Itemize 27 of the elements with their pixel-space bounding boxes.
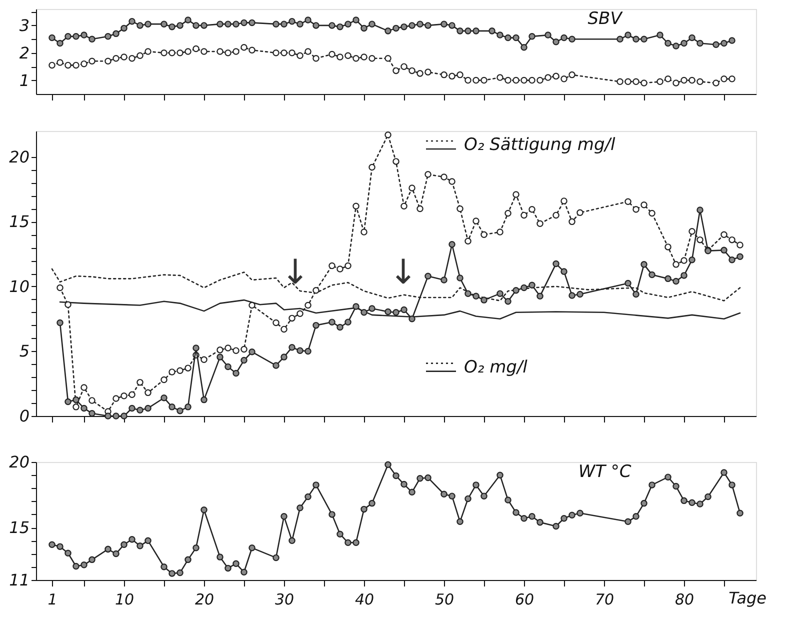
x-tick-label: 50	[434, 590, 454, 608]
legend-label: O₂ Sättigung mg/l	[464, 135, 616, 155]
x-tick-label: 60	[514, 590, 534, 608]
x-tick-label: 40	[354, 590, 374, 608]
y-tick-label: 20	[9, 452, 30, 472]
y-tick-label: 15	[9, 212, 30, 232]
y-tick-label: 5	[19, 342, 30, 361]
y-tick-label: 11	[9, 570, 30, 590]
x-tick-label: 70	[594, 590, 614, 608]
x-axis-title: Tage	[728, 588, 767, 608]
y-tick-label: 20	[9, 147, 30, 166]
x-tick-label: 10	[114, 590, 134, 608]
annotation: ↓	[388, 252, 418, 292]
legend-label: O₂ mg/l	[464, 357, 528, 378]
x-tick-label: 80	[674, 590, 694, 608]
x-tick-label: 20	[194, 590, 214, 608]
chart-title: SBV	[588, 9, 624, 29]
y-tick-label: 0	[19, 406, 30, 426]
chart-title: WT °C	[578, 462, 632, 482]
y-tick-label: 2	[19, 43, 30, 62]
annotation: ↓	[280, 252, 310, 292]
y-tick-label: 3	[19, 16, 30, 35]
y-tick-label: 10	[9, 276, 30, 296]
x-tick-label: 1	[48, 590, 58, 608]
y-tick-label: 1	[19, 70, 30, 90]
x-tick-label: 30	[274, 590, 294, 608]
y-tick-label: 15	[9, 518, 30, 538]
